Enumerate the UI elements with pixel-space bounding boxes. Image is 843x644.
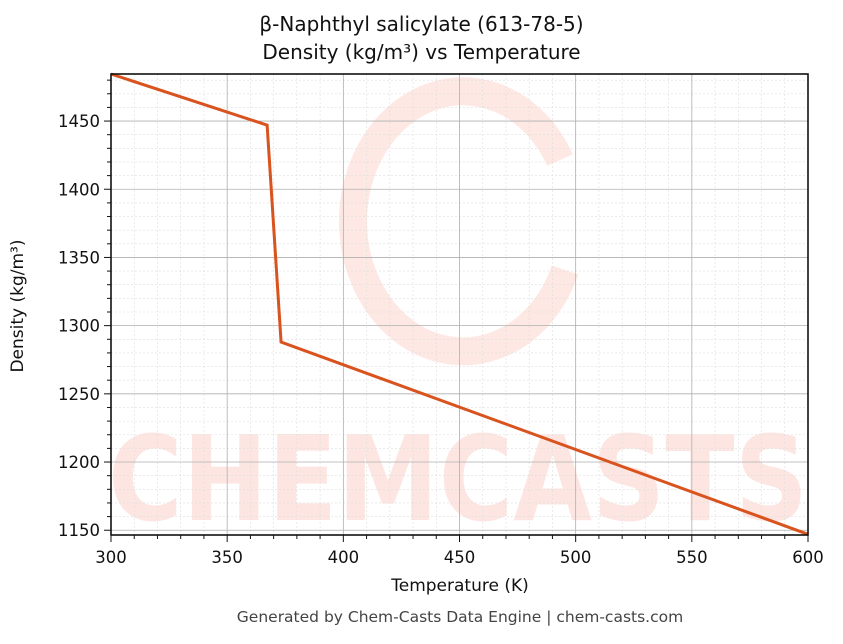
- y-tick-label: 1150: [58, 521, 100, 540]
- x-tick-label: 300: [95, 548, 127, 567]
- svg-text:CHEMCASTS: CHEMCASTS: [108, 410, 808, 548]
- x-tick-label: 600: [792, 548, 824, 567]
- x-tick-label: 550: [676, 548, 708, 567]
- x-tick-label: 400: [328, 548, 360, 567]
- density-line: [110, 72, 809, 536]
- x-tick-label: 450: [444, 548, 476, 567]
- footer-credit: Generated by Chem-Casts Data Engine | ch…: [236, 608, 684, 626]
- y-tick-label: 1350: [58, 248, 100, 267]
- y-tick-label: 1400: [58, 180, 100, 199]
- y-tick-label: 1450: [58, 112, 100, 131]
- chart-title: β-Naphthyl salicylate (613-78-5): [259, 12, 584, 36]
- y-axis-label: Density (kg/m³): [8, 239, 28, 373]
- x-tick-label: 350: [211, 548, 243, 567]
- x-axis-label: Temperature (K): [391, 576, 529, 596]
- chart-subtitle: Density (kg/m³) vs Temperature: [262, 40, 581, 64]
- y-tick-label: 1300: [58, 317, 100, 336]
- x-tick-label: 500: [560, 548, 592, 567]
- watermark-logo: CHEMCASTS: [108, 77, 808, 548]
- y-tick-label: 1200: [58, 453, 100, 472]
- y-tick-label: 1250: [58, 385, 100, 404]
